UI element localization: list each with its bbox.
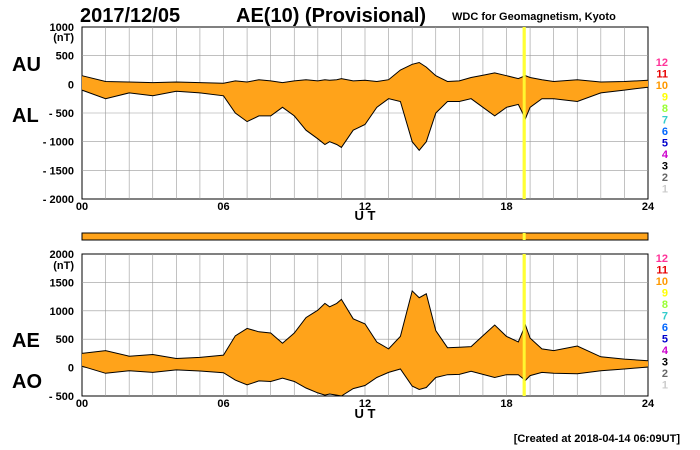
series-area-fill (82, 290, 648, 396)
station-count-label: 7 (662, 311, 668, 323)
y-tick-label: 0 (68, 363, 74, 375)
x-tick-label: 18 (500, 201, 512, 213)
au-al-area (81, 27, 649, 199)
x-tick-label: 12 (359, 398, 371, 410)
ao-label: AO (12, 371, 42, 393)
al-label: AL (12, 105, 39, 127)
y-tick-label: - 2000 (43, 194, 74, 206)
au-label: AU (12, 54, 41, 76)
coverage-bar-fill (81, 232, 649, 241)
highlight-band-overlay (522, 27, 526, 199)
x-tick-label: 06 (217, 201, 229, 213)
au-al-x-ticks: 00 06 12 18 24 (76, 201, 655, 213)
y-tick-label: - 500 (49, 391, 74, 403)
au-al-y-ticks: 1000 500 0 - 500 - 1000 - 1500 - 2000 (43, 22, 74, 206)
station-count-label: 3 (662, 357, 668, 369)
station-count-label: 9 (662, 92, 668, 104)
station-count-label: 5 (662, 334, 668, 346)
x-tick-label: 00 (76, 201, 88, 213)
station-coverage-bar (81, 232, 649, 241)
y-tick-label: - 500 (49, 108, 74, 120)
y-tick-label: 500 (56, 334, 74, 346)
highlight-band-overlay (522, 254, 526, 396)
ae-label: AE (12, 330, 40, 352)
y-tick-label: - 1000 (43, 137, 74, 149)
y-tick-label: 1000 (50, 22, 74, 34)
y-tick-label: 500 (56, 51, 74, 63)
au-al-unit-label: (nT) (53, 32, 74, 44)
y-tick-label: - 1500 (43, 165, 74, 177)
x-tick-label: 24 (642, 201, 655, 213)
created-timestamp: [Created at 2018-04-14 06:09UT] (514, 433, 681, 445)
station-count-label: 6 (662, 322, 668, 334)
y-tick-label: 0 (68, 79, 74, 91)
station-count-label: 3 (662, 161, 668, 173)
station-count-label: 7 (662, 115, 668, 127)
date-title: 2017/12/05 (80, 5, 180, 27)
station-count-label: 1 (662, 380, 668, 392)
ae-ao-x-ticks: 00 06 12 18 24 (76, 398, 655, 410)
ae-ao-unit-label: (nT) (53, 260, 74, 272)
x-tick-label: 00 (76, 398, 88, 410)
au-al-x-axis-label: U T (355, 208, 376, 223)
ae-ao-x-axis-label: U T (355, 406, 376, 421)
chart-title: AE(10) (Provisional) (236, 5, 426, 27)
station-count-label: 10 (656, 80, 668, 92)
station-count-label: 4 (662, 345, 669, 357)
y-tick-label: 1500 (50, 277, 74, 289)
station-count-label: 6 (662, 126, 668, 138)
station-count-label: 2 (662, 368, 668, 380)
station-count-label: 2 (662, 172, 668, 184)
station-count-label: 10 (656, 276, 668, 288)
station-count-label: 12 (656, 57, 668, 69)
x-tick-label: 18 (500, 398, 512, 410)
x-tick-label: 12 (359, 201, 371, 213)
coverage-bar-highlight (522, 233, 526, 240)
station-count-label: 1 (662, 184, 668, 196)
series-area-fill (82, 62, 648, 151)
x-tick-label: 24 (642, 398, 655, 410)
station-count-label: 8 (662, 103, 668, 115)
station-count-label: 9 (662, 288, 668, 300)
station-count-label: 4 (662, 149, 669, 161)
y-tick-label: 2000 (50, 249, 74, 261)
station-count-label: 8 (662, 299, 668, 311)
x-tick-label: 06 (217, 398, 229, 410)
station-count-label: 5 (662, 138, 668, 150)
station-count-label: 11 (656, 69, 668, 81)
y-tick-label: 1000 (50, 306, 74, 318)
source-label: WDC for Geomagnetism, Kyoto (452, 11, 616, 23)
ae-ao-y-ticks: 2000 1500 1000 500 0 - 500 (49, 249, 74, 403)
station-count-label: 12 (656, 253, 668, 265)
station-count-label: 11 (656, 265, 668, 277)
ae-ao-area (81, 254, 649, 397)
